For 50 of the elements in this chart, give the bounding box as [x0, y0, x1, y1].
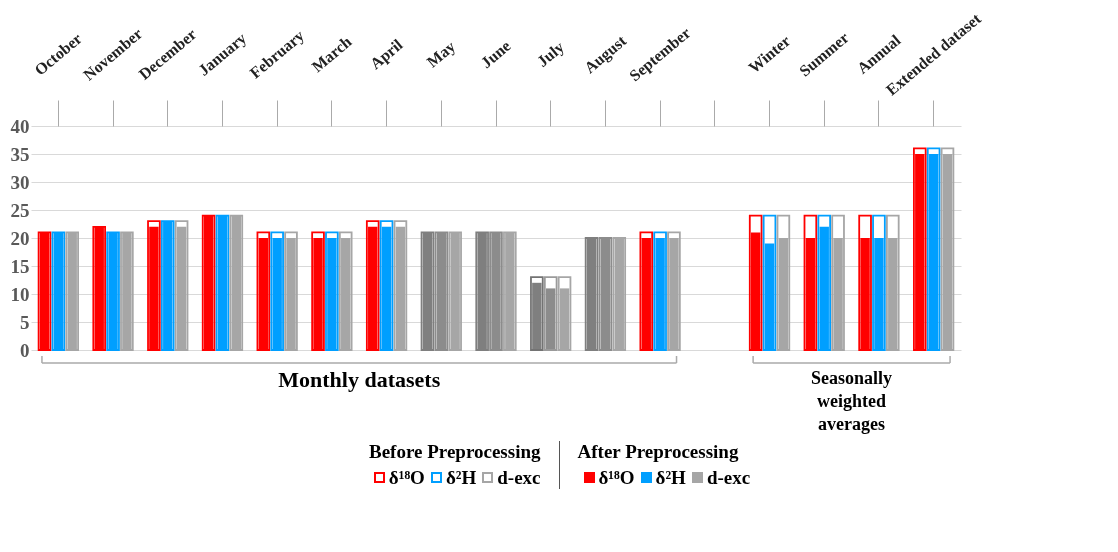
x-tick-label: June	[477, 37, 514, 72]
bar	[762, 214, 777, 351]
y-tick-label: 10	[10, 283, 30, 305]
y-tick-label: 0	[20, 339, 30, 361]
bar	[926, 147, 941, 351]
bar	[174, 220, 189, 351]
bar	[311, 231, 325, 351]
legend-label: δ¹⁸O	[598, 466, 635, 489]
bar	[147, 220, 161, 351]
bar	[338, 231, 353, 351]
bar	[379, 220, 394, 351]
bar	[393, 220, 408, 351]
y-tick-label: 25	[10, 199, 30, 221]
bar	[530, 276, 544, 351]
x-tick-label: May	[423, 37, 459, 72]
legend-label: d-exc	[497, 466, 541, 489]
x-tick-label: July	[533, 38, 568, 71]
bar	[886, 214, 900, 351]
bar	[748, 214, 763, 351]
y-tick-label: 35	[10, 143, 30, 165]
y-tick-label: 15	[10, 255, 30, 277]
bar	[913, 147, 927, 351]
bar	[803, 214, 818, 351]
bar	[653, 231, 667, 351]
y-tick-label: 40	[10, 115, 30, 137]
bar	[639, 231, 654, 351]
bar	[831, 214, 845, 351]
bar	[940, 147, 955, 351]
bar	[817, 214, 832, 351]
bar	[256, 231, 271, 351]
bar	[776, 214, 791, 351]
text: Seasonally weighted averages	[811, 368, 893, 434]
legend-label: δ²H	[445, 466, 477, 489]
y-tick-label: 20	[10, 227, 30, 249]
text: Before Preprocessing	[368, 441, 541, 463]
bar	[546, 288, 556, 350]
text: Monthly datasets	[278, 367, 441, 392]
bar	[667, 231, 681, 351]
legend-label: δ²H	[655, 466, 686, 489]
bar	[284, 231, 298, 351]
bar	[270, 231, 284, 351]
y-tick-label: 30	[10, 171, 30, 193]
bar	[872, 214, 886, 351]
text: After Preprocessing	[577, 441, 740, 463]
bar	[325, 231, 339, 351]
bar	[365, 220, 380, 351]
y-tick-label: 5	[20, 311, 30, 333]
bar	[858, 214, 872, 351]
legend-label: d-exc	[706, 466, 751, 489]
legend-label: δ¹⁸O	[388, 466, 425, 489]
